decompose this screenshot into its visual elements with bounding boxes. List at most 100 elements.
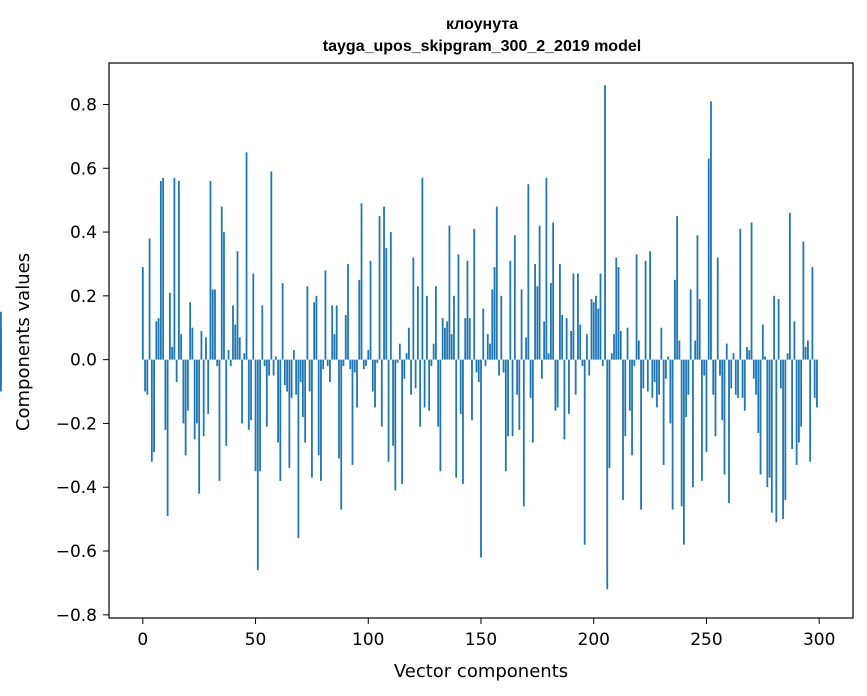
- bar: [182, 359, 185, 424]
- bar: [304, 359, 307, 443]
- bar: [807, 340, 809, 360]
- y-tick-label: 0.4: [70, 223, 97, 243]
- bar: [633, 359, 636, 367]
- bar: [320, 359, 322, 481]
- bar: [572, 273, 575, 360]
- bar: [800, 359, 803, 427]
- x-tick-label: 250: [690, 630, 722, 650]
- bar: [462, 359, 464, 485]
- bar: [313, 302, 316, 360]
- bar: [392, 359, 394, 446]
- bar: [660, 327, 663, 360]
- bar: [802, 241, 805, 360]
- bar: [491, 289, 494, 360]
- bar: [157, 318, 160, 360]
- bar: [583, 359, 586, 545]
- bar: [360, 203, 363, 360]
- bars-group: [0, 85, 818, 590]
- bar: [369, 260, 372, 360]
- bar: [155, 321, 158, 360]
- bar: [737, 359, 739, 398]
- bar: [164, 359, 167, 430]
- bar: [187, 359, 189, 411]
- bar: [664, 359, 667, 379]
- bar: [430, 359, 433, 367]
- bar: [554, 359, 557, 411]
- x-axis-label: Vector components: [394, 661, 568, 682]
- bar: [671, 359, 674, 510]
- bar: [256, 359, 259, 571]
- bar: [559, 263, 561, 360]
- bar: [277, 359, 279, 443]
- bar: [437, 359, 440, 427]
- bar: [813, 359, 816, 398]
- bar: [148, 238, 151, 360]
- bar: [428, 359, 431, 411]
- bar: [685, 359, 688, 418]
- bar: [707, 158, 710, 360]
- bar: [482, 308, 485, 360]
- bar: [340, 359, 343, 510]
- bar: [450, 334, 453, 360]
- bar: [358, 279, 361, 360]
- bar: [714, 359, 717, 437]
- bar: [290, 359, 293, 398]
- bar: [797, 359, 800, 443]
- bar: [0, 359, 2, 373]
- bar: [385, 248, 388, 360]
- bar: [198, 359, 201, 494]
- bar: [624, 359, 627, 437]
- bar: [238, 337, 241, 360]
- bar: [642, 359, 645, 389]
- bar: [371, 359, 374, 392]
- bar: [423, 359, 426, 408]
- bar: [333, 334, 336, 360]
- bar: [191, 327, 194, 360]
- bar: [784, 359, 787, 500]
- bar: [344, 314, 347, 360]
- x-tick-label: 50: [245, 630, 267, 650]
- bar: [622, 359, 624, 500]
- bar: [676, 216, 679, 360]
- bar: [232, 305, 234, 360]
- bar: [347, 263, 349, 360]
- bar: [322, 359, 325, 370]
- bar: [766, 359, 769, 488]
- bar: [525, 337, 527, 360]
- bar: [644, 260, 647, 360]
- bar: [786, 353, 789, 360]
- bar: [687, 359, 690, 395]
- bar: [455, 359, 458, 478]
- bar: [220, 206, 223, 360]
- bar: [759, 359, 762, 475]
- bar: [324, 270, 327, 360]
- y-tick-label: −0.4: [56, 478, 97, 498]
- bar: [387, 359, 390, 462]
- bar: [782, 359, 785, 520]
- bar: [0, 359, 2, 392]
- bar: [746, 346, 748, 360]
- bar: [380, 359, 383, 427]
- bar: [261, 305, 264, 360]
- bar: [538, 225, 541, 360]
- bar: [439, 359, 442, 472]
- bar: [202, 359, 205, 437]
- bar: [673, 279, 676, 360]
- y-axis-label: Components values: [13, 253, 34, 431]
- bar: [356, 359, 358, 408]
- bar: [367, 350, 370, 360]
- bar: [561, 314, 564, 360]
- bar: [150, 359, 153, 462]
- bar: [297, 359, 300, 539]
- bar: [225, 359, 228, 446]
- bar: [545, 177, 548, 360]
- bar: [619, 330, 622, 360]
- bar: [265, 359, 268, 427]
- bar: [547, 353, 550, 360]
- bar: [601, 359, 604, 367]
- bar: [459, 359, 462, 414]
- bar: [419, 359, 422, 427]
- bar: [414, 359, 417, 389]
- bar: [153, 359, 155, 453]
- bar: [615, 257, 618, 360]
